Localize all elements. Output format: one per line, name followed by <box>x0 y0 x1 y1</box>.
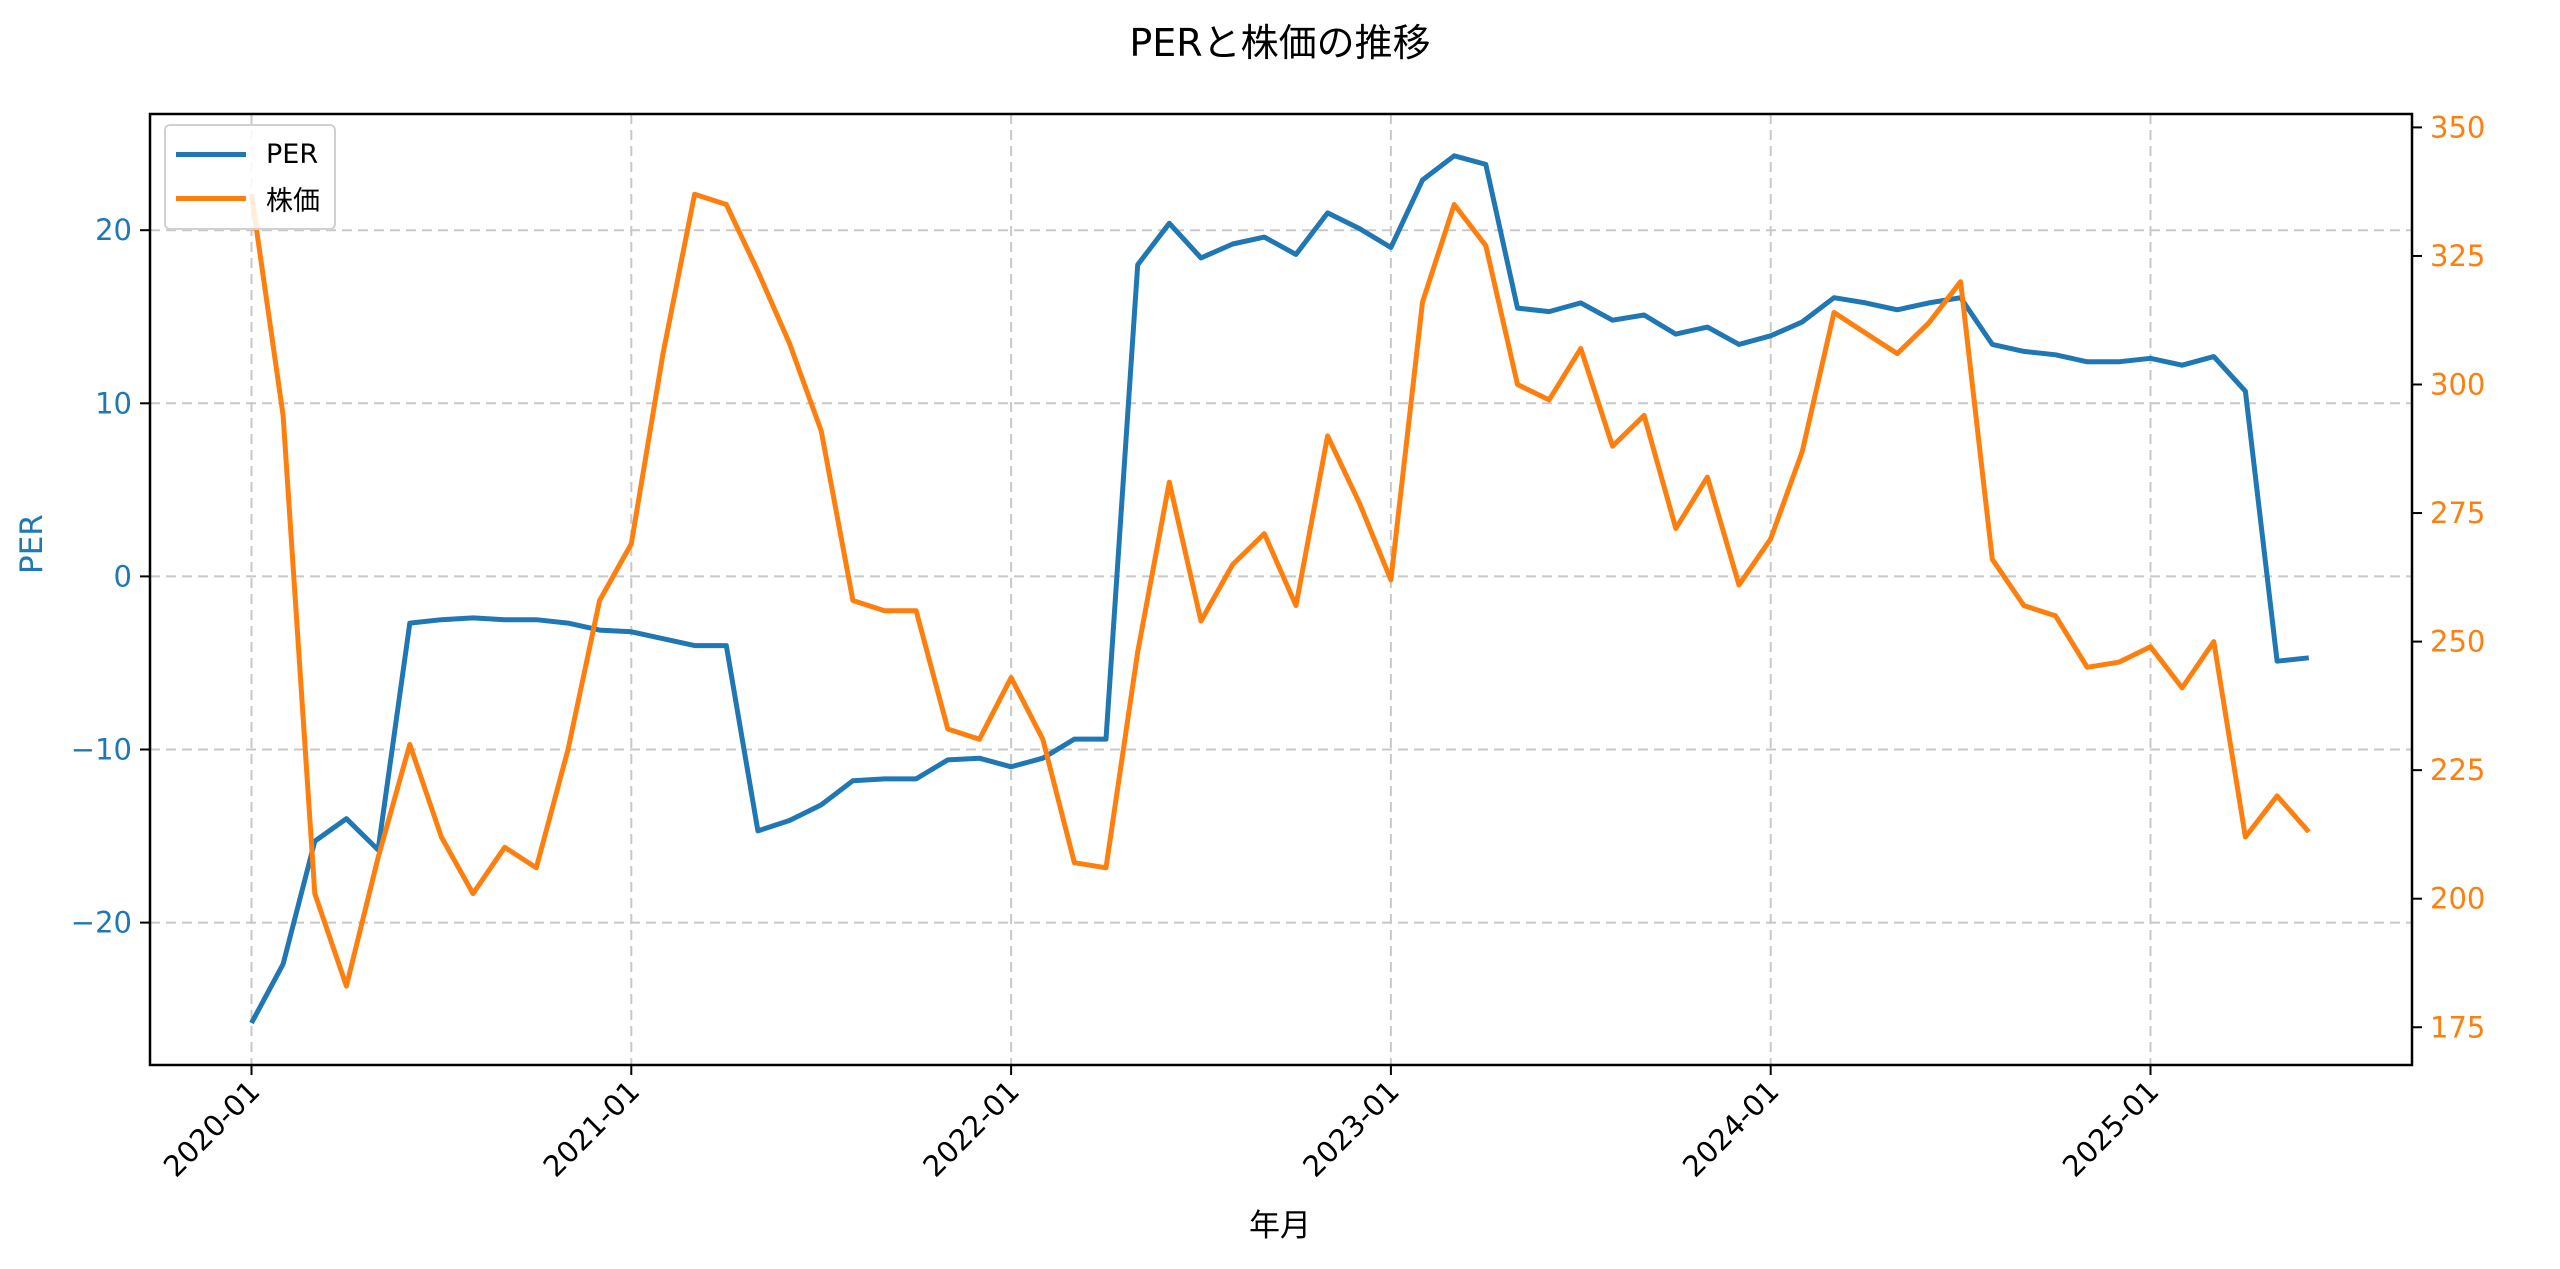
x-tick-label: 2023-01 <box>1296 1074 1406 1184</box>
per-line <box>249 153 2310 1025</box>
y-left-tick-label: 10 <box>95 386 132 420</box>
legend-item-per: PER <box>176 134 318 174</box>
y-right-tick-label: 350 <box>2430 110 2485 144</box>
x-tick-label: 2021-01 <box>537 1074 647 1184</box>
y-right-tick-label: 325 <box>2430 239 2485 273</box>
price-line <box>249 191 2311 989</box>
x-tick-label: 2025-01 <box>2056 1074 2166 1184</box>
y-left-tick-label: −10 <box>71 733 132 767</box>
y-right-tick-label: 175 <box>2430 1010 2485 1044</box>
y-left-tick-label: 0 <box>114 559 132 593</box>
x-tick-label: 2020-01 <box>157 1074 267 1184</box>
y-left-tick-label: −20 <box>71 906 132 940</box>
y-axis-left-label: PER <box>14 514 50 574</box>
y-right-tick-label: 200 <box>2430 882 2485 916</box>
x-tick-label: 2022-01 <box>916 1074 1026 1184</box>
y-right-tick-label: 300 <box>2430 368 2485 402</box>
legend: PER 株価 <box>164 124 336 230</box>
legend-label-price: 株価 <box>266 185 320 217</box>
y-right-tick-label: 275 <box>2430 496 2485 530</box>
x-axis-label: 年月 <box>1249 1208 1311 1244</box>
x-tick-label: 2024-01 <box>1676 1074 1786 1184</box>
y-right-tick-label: 250 <box>2430 625 2485 659</box>
legend-item-price: 株価 <box>176 178 320 218</box>
legend-swatch-price <box>176 195 246 201</box>
chart-title: PERと株価の推移 <box>1129 21 1431 65</box>
legend-label-per: PER <box>266 138 319 170</box>
y-right-tick-label: 225 <box>2430 753 2485 787</box>
legend-swatch-per <box>176 151 246 157</box>
y-left-tick-label: 20 <box>95 213 132 247</box>
plot-frame <box>148 112 2414 1067</box>
